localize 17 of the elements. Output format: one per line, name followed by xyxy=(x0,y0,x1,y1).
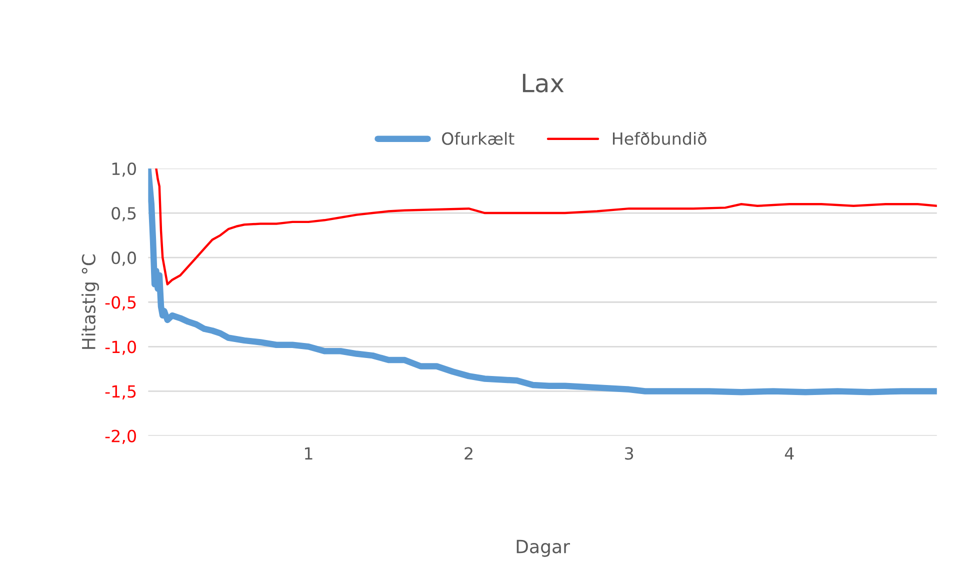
y-tick-label: 0,5 xyxy=(112,206,136,222)
x-tick-label: 3 xyxy=(625,447,634,460)
y-tick-label: -2,0 xyxy=(105,430,136,444)
y-tick-label: -1,0 xyxy=(105,340,136,355)
x-tick-label: 4 xyxy=(784,447,794,460)
y-tick-label: 0,0 xyxy=(112,252,136,266)
legend-label: Hefðbundið xyxy=(612,132,706,145)
line-series xyxy=(155,168,937,286)
x-tick-label: 1 xyxy=(305,447,312,460)
y-tick-label: -0,5 xyxy=(105,296,136,310)
x-axis-title: Dagar xyxy=(516,540,570,557)
x-tick-label: 2 xyxy=(464,447,472,460)
chart-title: Lax xyxy=(522,74,564,92)
y-tick-label: -1,5 xyxy=(105,385,136,400)
legend-label: Ofurkælt xyxy=(442,132,514,145)
y-axis-title: Hitastig °C xyxy=(82,254,99,349)
y-tick-label: 1,0 xyxy=(112,162,136,177)
